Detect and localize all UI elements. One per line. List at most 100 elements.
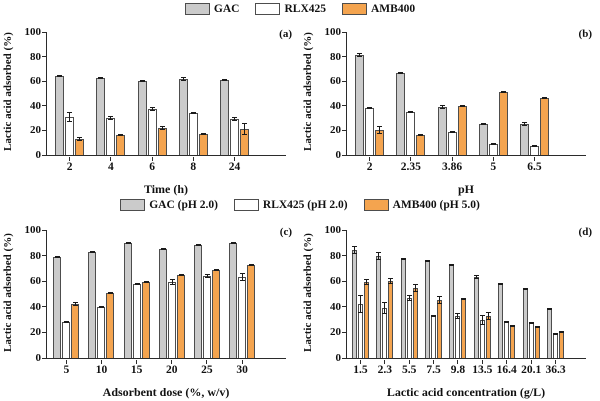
- error-bar-cap: [181, 80, 186, 82]
- x-tick-mark: [457, 359, 459, 364]
- error-bar-cap: [450, 131, 455, 132]
- AMB400-bar: [106, 293, 114, 358]
- chart-concentration: Lactic acid adsorbed (%) 0 20 40 60 80 100 1.5…: [300, 218, 600, 401]
- error-bar-cap: [150, 110, 155, 112]
- y-tick-label: 40: [30, 300, 41, 313]
- error-bar-cap: [408, 110, 413, 112]
- error-bar-line: [506, 320, 507, 324]
- error-bar-cap: [213, 268, 219, 270]
- error-bar-cap: [98, 307, 104, 308]
- RLX425-bar: [106, 118, 115, 155]
- y-tick-label: 60: [30, 275, 41, 288]
- x-tick-label: 15: [130, 364, 143, 376]
- error-bar-cap: [134, 282, 140, 284]
- RLX425-bar: [365, 108, 374, 155]
- error-bar-cap: [248, 265, 254, 267]
- x-tick-mark: [69, 156, 71, 161]
- error-bar-line: [366, 279, 367, 285]
- error-bar-cap: [242, 134, 247, 136]
- GAC-bar: [425, 261, 430, 358]
- error-bar-cap: [460, 105, 465, 106]
- x-tick-label: 4: [107, 161, 114, 173]
- RLX425-bar: [480, 320, 485, 358]
- y-tick-label: 40: [30, 99, 41, 112]
- AMB400-bar: [71, 304, 79, 358]
- error-bar-cap: [480, 314, 485, 316]
- error-bar-cap: [535, 325, 540, 327]
- error-bar-cap: [160, 125, 165, 127]
- error-bar-cap: [222, 79, 227, 80]
- error-bar-cap: [67, 112, 72, 114]
- chart-ph: Lactic acid adsorbed (%) 0 20 40 60 80 100 2 2.…: [300, 20, 600, 198]
- GAC-bar: [96, 78, 105, 155]
- GAC-bar: [220, 80, 229, 155]
- x-tick-label: 10: [95, 364, 108, 376]
- AMB400-bar: [413, 288, 418, 358]
- error-bar-cap: [204, 274, 210, 276]
- error-bar-cap: [72, 304, 78, 306]
- x-tick-mark: [506, 359, 508, 364]
- plot-area-ph: 0 20 40 60 80 100 2 2.35 3.86 5 6.5: [325, 26, 586, 173]
- error-bar-cap: [407, 299, 412, 301]
- error-bar-cap: [529, 323, 534, 325]
- error-bar-line: [360, 295, 361, 313]
- GAC-bar: [159, 249, 167, 358]
- legend-item-amb400-ph5: AMB400 (pH 5.0): [363, 199, 480, 211]
- error-bar-cap: [450, 132, 455, 133]
- GAC-bar: [229, 243, 237, 358]
- gac-swatch: [184, 3, 210, 15]
- GAC-bar: [401, 259, 406, 358]
- error-bar-cap: [542, 96, 547, 98]
- error-bar-cap: [169, 283, 175, 285]
- gac-swatch: [120, 199, 146, 211]
- error-bar-cap: [480, 324, 485, 326]
- y-tick-label: 40: [330, 300, 341, 313]
- GAC-bar: [479, 124, 488, 155]
- error-bar-cap: [89, 251, 95, 252]
- error-bar-cap: [248, 263, 254, 265]
- x-tick-mark: [481, 359, 483, 364]
- error-bar-cap: [398, 72, 403, 73]
- error-bar-cap: [491, 144, 496, 145]
- y-tick-label: 20: [330, 124, 341, 137]
- y-tick-mark: [341, 229, 346, 231]
- error-bar-cap: [357, 53, 362, 55]
- error-bar-cap: [481, 122, 486, 124]
- x-tick-mark: [110, 156, 112, 161]
- error-bar-cap: [54, 256, 60, 257]
- error-bar-cap: [425, 260, 430, 261]
- error-bar-cap: [553, 333, 558, 334]
- x-tick-label: 5: [63, 364, 70, 376]
- y-tick-mark: [341, 31, 346, 33]
- x-tick-mark: [533, 156, 535, 161]
- plot-area-time: 0 20 40 60 80 100 2 4 6 8 24: [25, 26, 286, 173]
- error-bar-cap: [125, 241, 131, 243]
- x-tick-label: 1.5: [353, 364, 368, 376]
- error-bar-cap: [559, 331, 564, 332]
- AMB400-bar: [199, 134, 208, 155]
- AMB400-bar: [559, 332, 564, 358]
- y-tick-mark: [41, 154, 46, 156]
- error-bar-cap: [460, 106, 465, 107]
- error-bar-cap: [195, 245, 201, 246]
- y-tick-mark: [41, 357, 46, 359]
- error-bar-line: [241, 273, 243, 281]
- error-bar-cap: [437, 302, 442, 304]
- error-bar-line: [524, 122, 525, 126]
- error-bar-cap: [143, 280, 149, 282]
- error-bar-cap: [201, 132, 206, 134]
- error-bar-cap: [532, 145, 537, 146]
- AMB400-bar: [212, 270, 220, 358]
- error-bar-line: [488, 312, 489, 320]
- x-tick-mark: [192, 156, 194, 161]
- GAC-bar: [53, 257, 61, 358]
- AMB400-bar: [388, 281, 393, 358]
- AMB400-bar: [461, 299, 466, 358]
- AMB400-bar: [375, 130, 384, 155]
- y-tick-mark: [41, 31, 46, 33]
- RLX425-bar: [238, 277, 246, 358]
- x-tick-mark: [136, 359, 138, 364]
- legend-bottom: GAC (pH 2.0) RLX425 (pH 2.0) AMB400 (pH …: [0, 199, 600, 211]
- error-bar-cap: [213, 270, 219, 272]
- panel-label-b: (b): [578, 28, 592, 40]
